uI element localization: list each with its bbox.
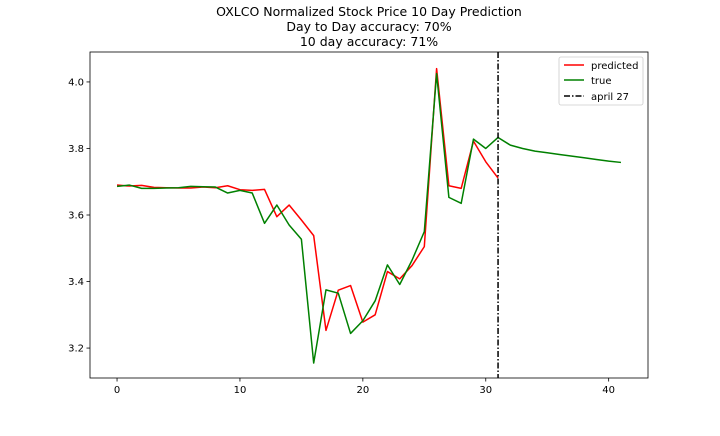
series-true-line: [116, 72, 622, 364]
chart-title-line-1: OXLCO Normalized Stock Price 10 Day Pred…: [216, 4, 522, 19]
series-group: [116, 52, 622, 378]
x-tick-label-20: 20: [356, 385, 369, 396]
x-axis: 0 10 20 30 40: [114, 378, 615, 396]
y-tick-label-3.8: 3.8: [68, 144, 84, 155]
y-tick-label-3.2: 3.2: [68, 344, 84, 355]
chart-title: OXLCO Normalized Stock Price 10 Day Pred…: [216, 4, 522, 49]
y-tick-label-3.6: 3.6: [68, 211, 84, 222]
series-predicted-line: [116, 67, 499, 332]
legend-label-april-27: april 27: [591, 92, 629, 103]
legend-label-true: true: [591, 76, 612, 87]
legend-label-predicted: predicted: [591, 61, 638, 72]
legend: predicted true april 27: [558, 56, 644, 106]
x-tick-label-40: 40: [602, 385, 615, 396]
y-tick-label-4.0: 4.0: [68, 77, 84, 88]
x-tick-label-30: 30: [479, 385, 492, 396]
x-tick-label-10: 10: [234, 385, 247, 396]
y-tick-label-3.4: 3.4: [68, 277, 84, 288]
chart-title-line-2: Day to Day accuracy: 70%: [286, 19, 451, 34]
y-axis: 3.2 3.4 3.6 3.8 4.0: [68, 77, 90, 355]
chart-title-line-3: 10 day accuracy: 71%: [300, 34, 438, 49]
legend-box: [558, 56, 644, 106]
x-tick-label-0: 0: [114, 385, 120, 396]
